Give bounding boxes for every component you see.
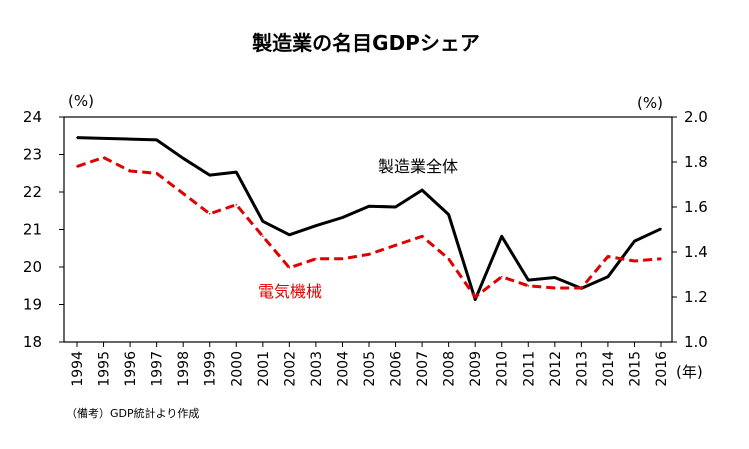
x-tick-label: 2002 bbox=[282, 351, 298, 387]
series-1-point bbox=[102, 156, 105, 159]
series-0-point bbox=[341, 216, 344, 219]
x-tick-label: 1995 bbox=[97, 351, 113, 387]
x-tick-label: 2012 bbox=[548, 351, 564, 387]
series-0-point bbox=[527, 279, 530, 281]
chart-title: 製造業の名目GDPシェア bbox=[252, 31, 480, 55]
series-0-point bbox=[208, 174, 211, 176]
series-1-point bbox=[208, 212, 211, 215]
series-0-point bbox=[607, 275, 609, 278]
series-0-point bbox=[660, 227, 662, 230]
x-tick-label: 2010 bbox=[495, 351, 511, 387]
x-tick-label: 1994 bbox=[70, 351, 86, 387]
series-1-point bbox=[182, 192, 184, 195]
series-label-manufacturing: 製造業全体 bbox=[378, 157, 458, 176]
series-1-point bbox=[474, 296, 476, 298]
series-1-point bbox=[235, 203, 238, 206]
source-note: （備考）GDP統計より作成 bbox=[66, 406, 199, 420]
series-0-point bbox=[554, 276, 556, 279]
x-tick-label: 2014 bbox=[601, 351, 617, 387]
series-1-point bbox=[660, 257, 662, 260]
series-1-point bbox=[607, 255, 609, 258]
series-0-point bbox=[76, 136, 78, 139]
x-tick-label: 1999 bbox=[203, 351, 219, 387]
x-tick-label: 2013 bbox=[574, 351, 590, 387]
x-axis: 1994 1995 1996 1997 1998 1999 2000 2001 2002 2003… bbox=[70, 342, 670, 387]
series-label-electrical-machinery: 電気機械 bbox=[258, 282, 322, 301]
series-0-point bbox=[129, 138, 131, 140]
x-tick-label: 2008 bbox=[442, 351, 458, 387]
series-1-point bbox=[262, 235, 264, 238]
left-tick-label: 22 bbox=[23, 183, 42, 201]
x-tick-label: 1996 bbox=[123, 351, 139, 387]
x-tick-label: 2005 bbox=[362, 351, 378, 387]
right-tick-label: 2.0 bbox=[684, 108, 708, 126]
series-1-point bbox=[580, 287, 583, 289]
x-tick-label: 2009 bbox=[468, 351, 484, 387]
right-tick-label: 1.8 bbox=[684, 153, 708, 171]
x-tick-label: 2000 bbox=[229, 351, 245, 387]
plot-area bbox=[63, 116, 673, 343]
left-axis: 24 23 22 21 20 19 18 bbox=[23, 108, 64, 351]
series-1-point bbox=[155, 172, 158, 175]
series-0-point bbox=[633, 240, 636, 242]
series-1-point bbox=[527, 284, 530, 287]
series-layer bbox=[76, 136, 662, 302]
left-tick-label: 21 bbox=[23, 221, 42, 239]
series-0-point bbox=[394, 206, 397, 208]
x-tick-label: 2016 bbox=[654, 351, 670, 387]
right-tick-label: 1.2 bbox=[684, 288, 708, 306]
series-0-point bbox=[288, 233, 291, 236]
right-tick-label: 1.0 bbox=[684, 333, 708, 351]
series-1-point bbox=[341, 257, 344, 260]
series-0-point bbox=[315, 224, 317, 227]
series-0-point bbox=[447, 213, 450, 216]
series-1-point bbox=[76, 165, 78, 168]
series-line-0 bbox=[76, 136, 662, 302]
series-1-point bbox=[421, 235, 423, 238]
x-tick-label: 2006 bbox=[389, 351, 405, 387]
series-line-1 bbox=[76, 156, 662, 299]
series-0-point bbox=[102, 137, 105, 140]
series-0-point bbox=[235, 171, 238, 173]
series-0-point bbox=[262, 220, 264, 223]
x-tick-label: 2001 bbox=[256, 351, 272, 387]
series-1-point bbox=[447, 257, 450, 260]
series-0-point bbox=[500, 235, 503, 238]
right-axis-unit: (%) bbox=[637, 94, 663, 112]
x-tick-label: 2015 bbox=[627, 351, 643, 387]
right-tick-label: 1.6 bbox=[684, 198, 708, 216]
right-axis: 2.0 1.8 1.6 1.4 1.2 1.0 bbox=[672, 108, 708, 351]
left-tick-label: 18 bbox=[23, 333, 42, 351]
series-0-point bbox=[182, 157, 184, 160]
left-axis-unit: (%) bbox=[68, 92, 94, 110]
series-1-point bbox=[288, 266, 291, 269]
series-0-point bbox=[155, 139, 158, 141]
x-axis-unit: (年) bbox=[676, 363, 703, 381]
left-tick-label: 23 bbox=[23, 146, 42, 164]
series-0-point bbox=[421, 189, 423, 191]
x-tick-label: 2003 bbox=[309, 351, 325, 387]
series-1-point bbox=[129, 170, 131, 172]
right-tick-label: 1.4 bbox=[684, 243, 708, 261]
series-0-point bbox=[474, 298, 476, 301]
series-1-point bbox=[500, 275, 503, 278]
x-tick-label: 2007 bbox=[415, 351, 431, 387]
series-1-point bbox=[394, 244, 397, 247]
x-tick-label: 1998 bbox=[176, 351, 192, 387]
x-tick-label: 2004 bbox=[335, 351, 351, 387]
left-tick-label: 24 bbox=[23, 108, 42, 126]
x-tick-label: 1997 bbox=[150, 351, 166, 387]
series-1-point bbox=[633, 260, 636, 262]
series-1-point bbox=[368, 253, 370, 256]
left-tick-label: 20 bbox=[23, 258, 42, 276]
left-tick-label: 19 bbox=[23, 296, 42, 314]
x-tick-label: 2011 bbox=[521, 351, 537, 387]
series-1-point bbox=[554, 287, 556, 289]
series-1-point bbox=[315, 257, 317, 260]
series-0-point bbox=[368, 205, 370, 208]
